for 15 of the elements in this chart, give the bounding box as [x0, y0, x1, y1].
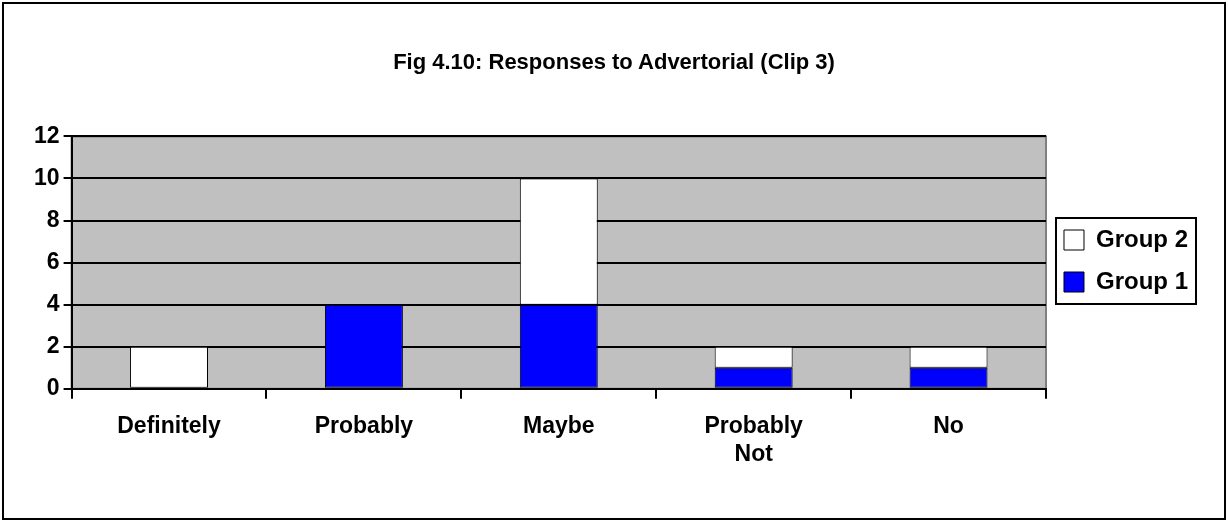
legend-label: Group 1: [1096, 266, 1189, 294]
y-tick-label: 8: [46, 205, 60, 232]
y-tick-label: 2: [46, 332, 60, 359]
y-tick-label: 12: [33, 121, 60, 148]
y-tick-label: 4: [46, 290, 60, 317]
x-tick-label: Definitely: [117, 411, 221, 438]
legend-label: Group 2: [1096, 224, 1189, 252]
x-tick-label: Probably Not: [704, 411, 804, 466]
x-tick-label: No: [933, 411, 964, 438]
y-tick-label: 6: [46, 247, 60, 274]
x-tick-label: Maybe: [522, 411, 595, 438]
chart-title: Fig 4.10: Responses to Advertorial (Clip 3): [393, 49, 835, 75]
x-tick-label: Probably: [314, 411, 414, 438]
y-tick-label: 0: [46, 374, 60, 401]
y-tick-label: 10: [33, 163, 60, 190]
